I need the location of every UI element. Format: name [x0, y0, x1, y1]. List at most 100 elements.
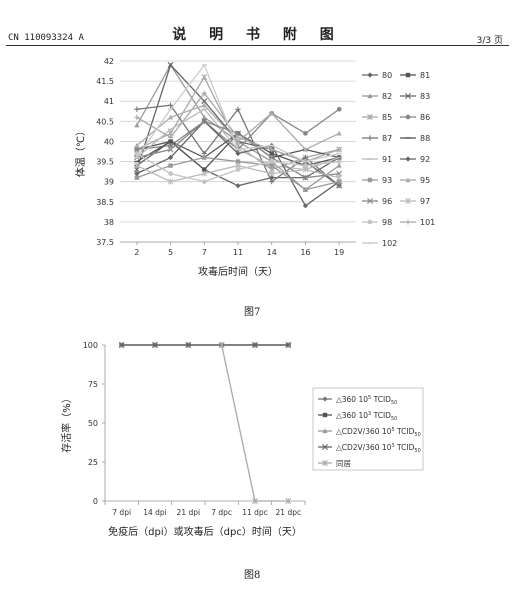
y-tick-label: 41 [104, 97, 114, 106]
series-98-point [235, 167, 241, 172]
series-92-point [235, 150, 241, 157]
legend-label: △360 103 TCID50 [336, 411, 397, 422]
legend-marker [322, 412, 328, 418]
legend-marker [322, 460, 328, 466]
series-93-point [134, 175, 140, 180]
series-86-point [134, 147, 140, 152]
series-101-point [201, 90, 207, 96]
series-97-point [336, 174, 343, 181]
page-heading: 说 明 书 附 图 [172, 27, 343, 43]
legend-marker [405, 156, 411, 162]
legend-marker [367, 114, 373, 120]
x-tick-label: 21 dpi [177, 508, 201, 517]
legend: △360 105 TCID50 △360 103 TCID50 △CD2V/360 … [312, 387, 424, 471]
legend-item-83: 83 [400, 92, 430, 101]
series-93-point [269, 163, 274, 168]
legend-marker [322, 396, 328, 402]
legend-label: 95 [420, 176, 430, 185]
series-80-point [235, 183, 241, 189]
legend-label-sup: 5 [391, 427, 394, 433]
series-96 [133, 118, 343, 181]
y-tick-label: 0 [93, 497, 98, 506]
x-tick-label: 7 dpi [112, 508, 131, 517]
series-93-point [168, 163, 173, 168]
x-tick-label: 14 [267, 248, 277, 257]
series-81-point [269, 151, 274, 156]
series-98-point [134, 151, 140, 156]
series-95-point [201, 102, 207, 108]
legend-label: 同居 [336, 459, 351, 468]
legend-item-88: 88 [400, 134, 430, 143]
legend-label: 88 [420, 134, 430, 143]
legend-marker [405, 198, 411, 204]
series-92-point [167, 154, 174, 161]
x-tick-label: 7 [202, 248, 207, 257]
y-tick-label: 41.5 [96, 77, 114, 86]
legend-label: 102 [382, 239, 397, 248]
legend-label: 85 [382, 113, 392, 122]
legend-label: 101 [420, 218, 435, 227]
legend-item-80: 80 [362, 71, 392, 80]
legend-label: △360 105 TCID50 [336, 395, 397, 406]
legend-label: 91 [382, 155, 392, 164]
y-tick-label: 25 [88, 458, 98, 467]
series-97 [133, 162, 343, 185]
legend-marker [367, 72, 373, 78]
survival-series-5-point [218, 342, 225, 348]
survival-series-4-point [285, 342, 292, 348]
series-92-point [134, 171, 140, 177]
legend-item-5: 同居 [318, 459, 351, 468]
series-97-point [268, 170, 275, 177]
legend-marker [367, 93, 373, 99]
series-101-point [235, 134, 241, 141]
y-tick-label: 50 [88, 419, 98, 428]
legend-marker [367, 135, 373, 141]
series-93 [134, 155, 342, 192]
legend-label-rest: TCID [371, 395, 391, 404]
series-87-point [167, 102, 174, 108]
legend-label-sub: 50 [391, 416, 397, 422]
series-101-point [134, 114, 140, 120]
y-tick-label: 40 [104, 137, 114, 146]
legend-label-sup: 3 [368, 411, 371, 417]
legend-item-81: 81 [400, 71, 430, 80]
legend-label-main: 同居 [336, 459, 351, 468]
series-83-point [201, 98, 208, 105]
series-95-point [167, 114, 174, 120]
series-97-point [133, 162, 140, 169]
legend-label-main: △CD2V/360 10 [336, 427, 392, 436]
x-tick-label: 14 dpi [143, 508, 167, 517]
survival-series-5-point [285, 498, 292, 504]
series-98-point [201, 179, 207, 185]
legend-item-1: △360 105 TCID50 [318, 395, 397, 406]
series-96-point [302, 174, 309, 181]
x-axis-title: 攻毒后时间（天） [198, 265, 278, 278]
legend-marker [367, 219, 373, 225]
series-87 [134, 102, 342, 189]
legend-item-4: △CD2V/360 103 TCID50 [318, 443, 421, 454]
legend-label-sub: 50 [391, 400, 397, 406]
survival-series-4-point [252, 342, 258, 348]
legend-label: 92 [420, 155, 430, 164]
legend-label: 93 [382, 176, 392, 185]
legend-item-87: 87 [362, 134, 392, 143]
legend-marker [405, 72, 411, 78]
series-87-point [235, 106, 241, 112]
series-81-point [202, 167, 207, 172]
series-98 [134, 151, 342, 185]
series-101-point [167, 134, 174, 141]
legend-label-rest: TCID [395, 443, 415, 452]
series-92-point [302, 203, 309, 209]
legend-label: △CD2V/360 105 TCID50 [336, 427, 421, 438]
y-tick-label: 42 [104, 57, 114, 66]
legend-marker [367, 198, 373, 204]
figure-7-caption: 图7 [244, 307, 261, 318]
series-98-point [303, 163, 308, 168]
series-93-point [336, 179, 342, 184]
y-tick-label: 38.5 [96, 198, 114, 207]
legend-item-95: 95 [400, 176, 430, 185]
legend-item-102: 102 [362, 239, 397, 248]
y-tick-label: 39 [104, 178, 114, 187]
series-95-point [235, 138, 241, 144]
series-82-point [336, 162, 342, 168]
